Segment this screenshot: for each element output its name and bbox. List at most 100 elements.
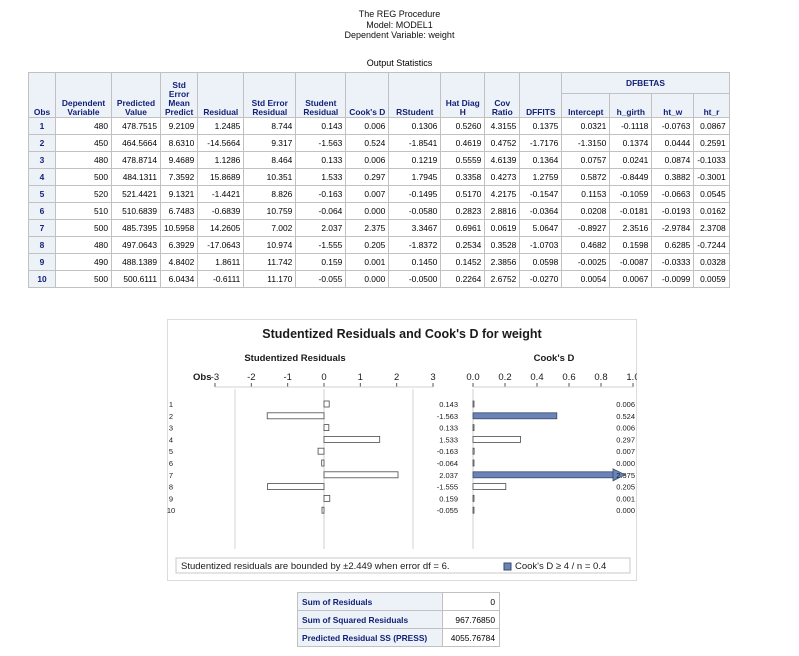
- cell-hat-diag: 0.5170: [440, 185, 486, 203]
- footnote-bound: Studentized residuals are bounded by ±2.…: [181, 561, 450, 572]
- cooks-d-bar: [472, 494, 475, 502]
- cell-residual: 15.8689: [197, 168, 245, 186]
- cell-dfbetas-ht-w: 0.6285: [651, 236, 695, 254]
- cell-hat-diag: 0.5559: [440, 151, 486, 169]
- table-row: 1 480 478.7515 9.2109 1.2485 8.744 0.143 0.006 0…: [28, 117, 730, 135]
- cell-std-error-mean-predict: 10.5958: [159, 219, 199, 237]
- left-tick-label: 2: [394, 372, 399, 383]
- procedure-header: The REG Procedure Model: MODEL1 Dependen…: [0, 9, 799, 41]
- left-axis-ticks: -3 -2 -1 0 1 2 3: [211, 372, 436, 387]
- table-row: Sum of Residuals 0: [297, 592, 500, 611]
- col-student-residual: Student Residual: [295, 72, 347, 118]
- press-summary-table: Sum of Residuals 0 Sum of Squared Residual…: [297, 592, 500, 647]
- cooks-d-bar: [472, 506, 475, 514]
- press-value: 4055.76784: [442, 628, 500, 647]
- cell-dependent: 480: [55, 151, 112, 169]
- right-axis-ticks: 0.0 0.2 0.4 0.6 0.8 1.0: [466, 372, 640, 387]
- table-row: 2 450 464.5664 8.6310 -14.5664 9.317 -1.563 0.5…: [28, 134, 730, 152]
- col-dfbetas-h-girth: h_girth: [609, 93, 653, 118]
- cell-dependent: 490: [55, 253, 112, 271]
- cell-dffits: -1.0703: [519, 236, 563, 254]
- cell-dfbetas-intercept: 0.0054: [561, 270, 611, 288]
- cell-cooks-d: 0.006: [345, 117, 390, 135]
- table-row: 8 480 497.0643 6.3929 -17.0643 10.974 -1.555 0.…: [28, 236, 730, 254]
- cell-cov-ratio: 0.4273: [484, 168, 521, 186]
- cell-student-residual: -1.555: [295, 236, 347, 254]
- cell-obs: 4: [28, 168, 56, 186]
- cell-dffits: 0.1375: [519, 117, 563, 135]
- obs-label: 5: [169, 447, 173, 456]
- residual-value-label: -0.163: [437, 447, 458, 456]
- cell-cov-ratio: 4.2175: [484, 185, 521, 203]
- right-tick-label: 0.6: [562, 372, 575, 383]
- residual-bar: [321, 459, 325, 467]
- cell-dfbetas-h-girth: -0.0181: [609, 202, 653, 220]
- cell-residual: 14.2605: [197, 219, 245, 237]
- residual-value-label: 0.143: [439, 400, 458, 409]
- right-tick-label: 0.4: [530, 372, 543, 383]
- residual-value-label: -1.563: [437, 412, 458, 421]
- cooks-d-value-label: 0.524: [616, 412, 635, 421]
- dependent-variable: Dependent Variable: weight: [344, 30, 455, 40]
- cell-hat-diag: 0.2534: [440, 236, 486, 254]
- cell-dfbetas-ht-w: 0.0874: [651, 151, 695, 169]
- cell-predicted: 510.6839: [111, 202, 161, 220]
- cell-obs: 5: [28, 185, 56, 203]
- cell-cooks-d: 0.524: [345, 134, 390, 152]
- cooks-d-bar: [472, 447, 475, 455]
- cell-dependent: 520: [55, 185, 112, 203]
- output-statistics-table: Obs Dependent Variable Predicted Value Std…: [28, 72, 730, 288]
- output-statistics-body: 1 480 478.7515 9.2109 1.2485 8.744 0.143 0.006 0…: [28, 117, 730, 288]
- residual-bar: [266, 412, 325, 420]
- cell-dfbetas-ht-w: 0.0444: [651, 134, 695, 152]
- cell-dffits: 0.0598: [519, 253, 563, 271]
- col-dffits: DFFITS: [519, 72, 563, 118]
- cell-student-residual: 0.133: [295, 151, 347, 169]
- cell-cov-ratio: 2.8816: [484, 202, 521, 220]
- cell-std-error-residual: 10.759: [243, 202, 297, 220]
- cell-std-error-mean-predict: 4.8402: [159, 253, 199, 271]
- cell-dfbetas-ht-r: 0.2591: [693, 134, 730, 152]
- cell-dfbetas-ht-r: 0.0328: [693, 253, 730, 271]
- press-label: Sum of Squared Residuals: [297, 610, 443, 629]
- cell-residual: 1.1286: [197, 151, 245, 169]
- left-panel-title: Studentized Residuals: [244, 353, 345, 364]
- obs-label: 10: [167, 506, 175, 515]
- left-tick-label: 1: [358, 372, 363, 383]
- residual-bar: [323, 436, 381, 443]
- cooks-d-value-label: 0.297: [616, 435, 635, 444]
- cell-dfbetas-ht-w: -0.0763: [651, 117, 695, 135]
- obs-label: 2: [169, 412, 173, 421]
- chart-footnote-box: [175, 557, 631, 574]
- col-residual: Residual: [197, 72, 245, 118]
- col-std-error-residual: Std Error Residual: [243, 72, 297, 118]
- cell-dfbetas-h-girth: -0.1118: [609, 117, 653, 135]
- cooks-d-bar: [472, 483, 507, 491]
- cell-dependent: 450: [55, 134, 112, 152]
- cell-std-error-residual: 10.974: [243, 236, 297, 254]
- cell-obs: 1: [28, 117, 56, 135]
- cell-dfbetas-ht-r: 2.3708: [693, 219, 730, 237]
- cell-residual: 1.8611: [197, 253, 245, 271]
- cell-std-error-residual: 7.002: [243, 219, 297, 237]
- cell-cov-ratio: 2.6752: [484, 270, 521, 288]
- right-tick-label: 0.8: [594, 372, 607, 383]
- col-dependent: Dependent Variable: [55, 72, 112, 118]
- cooks-d-overflow-arrow: [612, 468, 626, 482]
- cell-dfbetas-intercept: 0.4682: [561, 236, 611, 254]
- table-row: 9 490 488.1389 4.8402 1.8611 11.742 0.159 0.001…: [28, 253, 730, 271]
- cell-residual: -14.5664: [197, 134, 245, 152]
- cell-rstudent: -1.8372: [388, 236, 442, 254]
- residual-value-label: -1.555: [437, 483, 458, 492]
- cell-std-error-mean-predict: 9.1321: [159, 185, 199, 203]
- cell-dffits: -1.7176: [519, 134, 563, 152]
- cell-dfbetas-h-girth: -0.0087: [609, 253, 653, 271]
- cell-hat-diag: 0.5260: [440, 117, 486, 135]
- obs-label: 6: [169, 459, 173, 468]
- residual-bar: [321, 506, 325, 514]
- footnote-cooks-threshold: Cook's D ≥ 4 / n = 0.4: [515, 561, 606, 572]
- procedure-name: The REG Procedure: [358, 9, 441, 19]
- cell-obs: 7: [28, 219, 56, 237]
- cell-cov-ratio: 0.4752: [484, 134, 521, 152]
- cell-cooks-d: 0.000: [345, 270, 390, 288]
